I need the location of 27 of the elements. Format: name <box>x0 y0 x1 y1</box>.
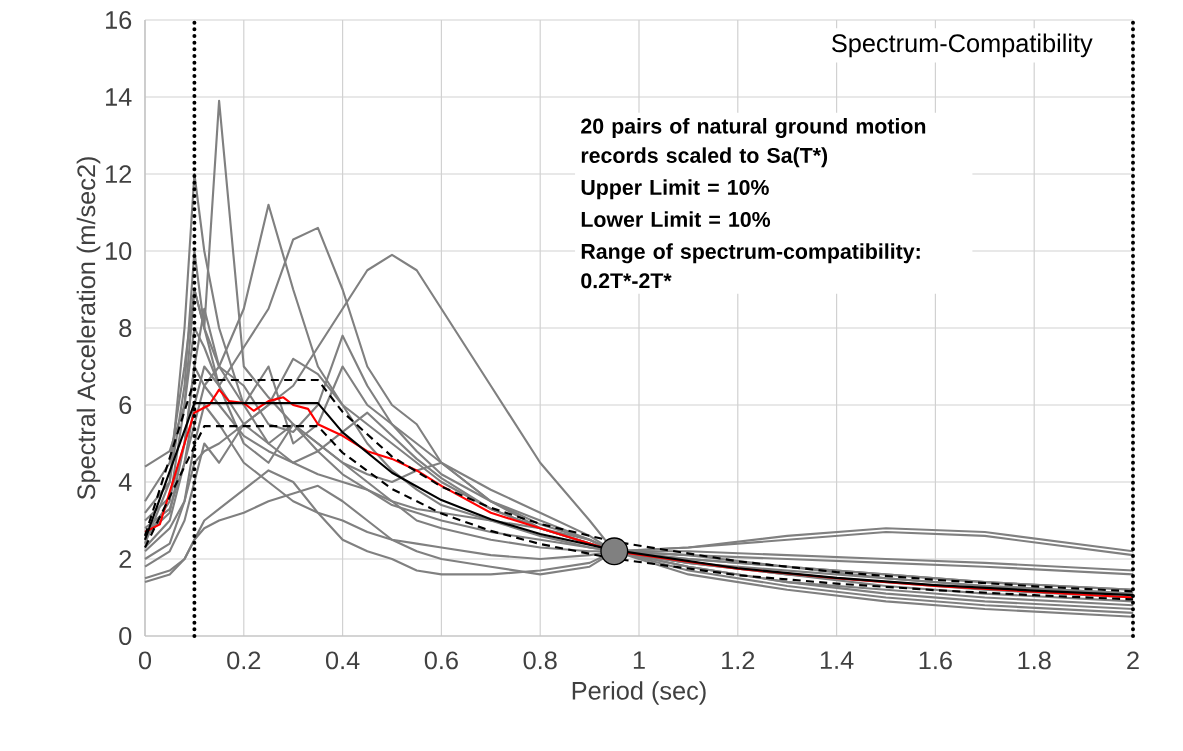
x-axis-title: Period (sec) <box>572 681 706 705</box>
x-tick-label: 1.6 <box>919 651 952 670</box>
x-tick-label: 1.2 <box>722 651 755 670</box>
y-tick-label: 6 <box>119 396 132 414</box>
y-axis-title: Spectral Acceleration (m/sec2) <box>76 157 101 500</box>
x-tick-label: 2 <box>1127 651 1139 670</box>
x-tick-label: 0 <box>138 651 152 670</box>
y-tick-label: 4 <box>118 473 132 491</box>
y-tick-label: 2 <box>119 550 132 568</box>
y-tick-label: 14 <box>106 88 132 106</box>
x-tick-label: 0.4 <box>325 651 360 670</box>
y-tick-label: 10 <box>106 242 132 260</box>
x-tick-label: 1.4 <box>820 651 854 669</box>
annotation: Range of spectrum-compatibility: 0.2T*-2T* <box>581 243 920 289</box>
y-tick-label: 8 <box>119 319 132 337</box>
y-tick-label: 16 <box>106 11 132 29</box>
x-tick-label: 1 <box>633 651 645 669</box>
x-tick-label: 0.2 <box>227 651 261 670</box>
x-tick-label: 1.8 <box>1018 651 1051 670</box>
y-tick-label: 12 <box>106 165 132 183</box>
annotation: Lower Limit = 10% <box>581 211 771 227</box>
annotation: Upper Limit = 10% <box>581 179 769 200</box>
text: Spectrum-Compatibility <box>832 33 1093 58</box>
annotation: 20 pairs of natural ground motion records scaled to Sa(T*) <box>581 118 926 168</box>
x-tick-label: 0.6 <box>424 651 458 670</box>
x-tick-label: 0.8 <box>523 651 557 670</box>
y-tick-label: 0 <box>119 627 132 645</box>
